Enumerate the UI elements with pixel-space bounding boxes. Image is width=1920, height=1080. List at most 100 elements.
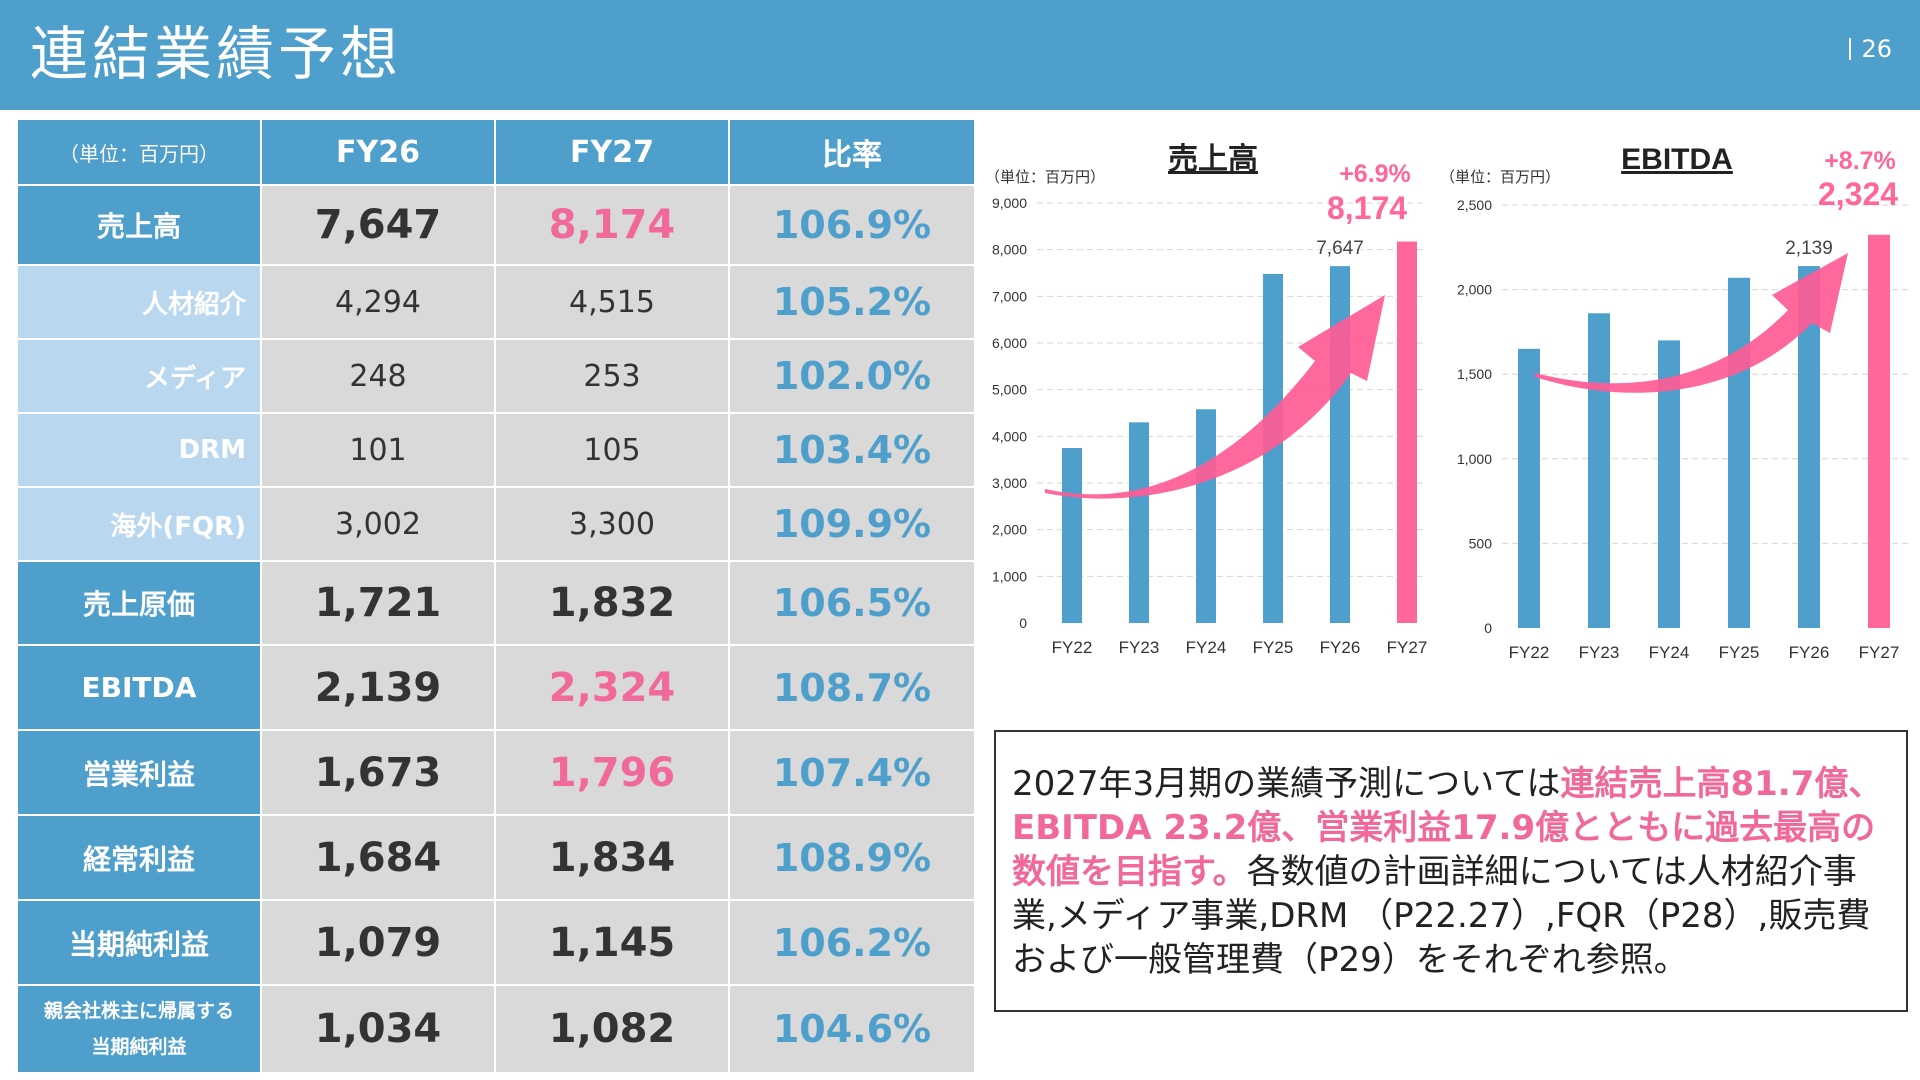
cell-ratio: 106.2% bbox=[728, 899, 976, 986]
note-highlight: 連結売上高81.7億、EBITDA 23.2億、営業利益17.9億とともに過去最… bbox=[1012, 764, 1883, 892]
cell-ratio: 108.9% bbox=[728, 814, 976, 901]
cell-ratio: 107.4% bbox=[728, 729, 976, 816]
cell-fy26: 248 bbox=[260, 338, 496, 414]
unit-label: （単位：百万円） bbox=[985, 169, 1105, 186]
data-label-fy27: 2,324 bbox=[1818, 176, 1898, 212]
bar-fy24 bbox=[1658, 340, 1680, 628]
x-tick-label: FY23 bbox=[1579, 643, 1620, 662]
cell-ratio: 102.0% bbox=[728, 338, 976, 414]
y-tick-label: 5,000 bbox=[992, 382, 1027, 398]
table-row: 経常利益 1,684 1,834 108.9% bbox=[16, 814, 976, 901]
y-tick-label: 0 bbox=[1484, 620, 1492, 636]
y-tick-label: 1,000 bbox=[1457, 451, 1492, 467]
y-tick-label: 2,000 bbox=[1457, 282, 1492, 298]
row-label: 売上高 bbox=[16, 184, 262, 266]
y-tick-label: 1,500 bbox=[1457, 366, 1492, 382]
cell-fy27: 1,832 bbox=[494, 560, 730, 646]
x-tick-label: FY24 bbox=[1186, 638, 1227, 657]
x-tick-label: FY27 bbox=[1387, 638, 1428, 657]
cell-fy26: 1,673 bbox=[260, 729, 496, 816]
row-label: 当期純利益 bbox=[16, 899, 262, 986]
cell-ratio: 108.7% bbox=[728, 644, 976, 731]
column-header-fy27: FY27 bbox=[494, 118, 730, 186]
table-row: 売上原価 1,721 1,832 106.5% bbox=[16, 560, 976, 646]
bar-fy23 bbox=[1129, 422, 1149, 623]
cell-fy26: 2,139 bbox=[260, 644, 496, 731]
row-label: 海外(FQR) bbox=[16, 486, 262, 562]
cell-fy26: 101 bbox=[260, 412, 496, 488]
row-label: メディア bbox=[16, 338, 262, 414]
data-label-fy26: 2,139 bbox=[1785, 238, 1833, 259]
table-row: 海外(FQR) 3,002 3,300 109.9% bbox=[16, 486, 976, 562]
cell-fy27: 1,834 bbox=[494, 814, 730, 901]
x-tick-label: FY25 bbox=[1719, 643, 1760, 662]
row-label: EBITDA bbox=[16, 644, 262, 731]
table-row: DRM 101 105 103.4% bbox=[16, 412, 976, 488]
y-tick-label: 0 bbox=[1019, 615, 1027, 631]
bar-fy25 bbox=[1728, 277, 1750, 628]
cell-fy26: 7,647 bbox=[260, 184, 496, 266]
y-tick-label: 6,000 bbox=[992, 335, 1027, 351]
bar-fy22 bbox=[1062, 448, 1082, 623]
bar-fy27 bbox=[1868, 234, 1890, 628]
growth-label: +8.7% bbox=[1824, 147, 1896, 175]
data-label-fy27: 8,174 bbox=[1327, 190, 1407, 226]
x-tick-label: FY25 bbox=[1253, 638, 1294, 657]
y-tick-label: 2,500 bbox=[1457, 197, 1492, 213]
cell-fy26: 3,002 bbox=[260, 486, 496, 562]
page-title: 連結業績予想 bbox=[30, 20, 403, 88]
cell-ratio: 103.4% bbox=[728, 412, 976, 488]
x-tick-label: FY27 bbox=[1859, 643, 1900, 662]
bar-fy24 bbox=[1196, 409, 1216, 623]
row-label: 親会社株主に帰属する 当期純利益 bbox=[16, 984, 262, 1074]
unit-header: （単位：百万円） bbox=[16, 118, 262, 186]
chart-title: 売上高 bbox=[1168, 143, 1258, 176]
table-row: 人材紹介 4,294 4,515 105.2% bbox=[16, 264, 976, 340]
y-tick-label: 2,000 bbox=[992, 522, 1027, 538]
cell-fy27: 253 bbox=[494, 338, 730, 414]
cell-fy26: 1,721 bbox=[260, 560, 496, 646]
bar-fy27 bbox=[1397, 241, 1417, 623]
y-tick-label: 4,000 bbox=[992, 428, 1027, 444]
unit-label: （単位：百万円） bbox=[1440, 169, 1560, 186]
x-tick-label: FY24 bbox=[1649, 643, 1690, 662]
column-header-ratio: 比率 bbox=[728, 118, 976, 186]
x-tick-label: FY26 bbox=[1320, 638, 1361, 657]
x-tick-label: FY22 bbox=[1052, 638, 1093, 657]
row-label-line1: 親会社株主に帰属する bbox=[43, 1000, 234, 1022]
cell-fy27: 4,515 bbox=[494, 264, 730, 340]
row-label: 人材紹介 bbox=[16, 264, 262, 340]
page-number-value: 26 bbox=[1861, 35, 1892, 63]
cell-ratio: 105.2% bbox=[728, 264, 976, 340]
row-label-line2: 当期純利益 bbox=[91, 1036, 187, 1058]
cell-fy27: 8,174 bbox=[494, 184, 730, 266]
note-text-1: 2027年3月期の業績予測については bbox=[1012, 764, 1561, 804]
page-number: 26 bbox=[1849, 34, 1892, 64]
row-label: DRM bbox=[16, 412, 262, 488]
growth-arrow-icon bbox=[1045, 295, 1385, 499]
page-number-divider bbox=[1849, 38, 1852, 60]
cell-fy27: 2,324 bbox=[494, 644, 730, 731]
y-tick-label: 500 bbox=[1469, 535, 1493, 551]
sales-bar-chart: 売上高 （単位：百万円） 0 1,000 2,000 3,000 4,000 5,000 6,0… bbox=[985, 143, 1428, 657]
y-tick-label: 8,000 bbox=[992, 242, 1027, 258]
cell-fy27: 105 bbox=[494, 412, 730, 488]
table-row: 営業利益 1,673 1,796 107.4% bbox=[16, 729, 976, 816]
row-label: 経常利益 bbox=[16, 814, 262, 901]
y-tick-label: 9,000 bbox=[992, 195, 1027, 211]
forecast-note: 2027年3月期の業績予測については連結売上高81.7億、EBITDA 23.2… bbox=[994, 730, 1908, 1012]
table-row: メディア 248 253 102.0% bbox=[16, 338, 976, 414]
x-tick-label: FY23 bbox=[1119, 638, 1160, 657]
table-row: 売上高 7,647 8,174 106.9% bbox=[16, 184, 976, 266]
row-label: 売上原価 bbox=[16, 560, 262, 646]
chart-title: EBITDA bbox=[1621, 143, 1733, 176]
cell-ratio: 106.9% bbox=[728, 184, 976, 266]
bar-fy23 bbox=[1588, 313, 1610, 628]
y-tick-label: 1,000 bbox=[992, 568, 1027, 584]
cell-fy26: 1,079 bbox=[260, 899, 496, 986]
cell-fy26: 4,294 bbox=[260, 264, 496, 340]
growth-label: +6.9% bbox=[1339, 160, 1411, 188]
cell-ratio: 106.5% bbox=[728, 560, 976, 646]
cell-fy27: 1,145 bbox=[494, 899, 730, 986]
x-tick-label: FY26 bbox=[1789, 643, 1830, 662]
